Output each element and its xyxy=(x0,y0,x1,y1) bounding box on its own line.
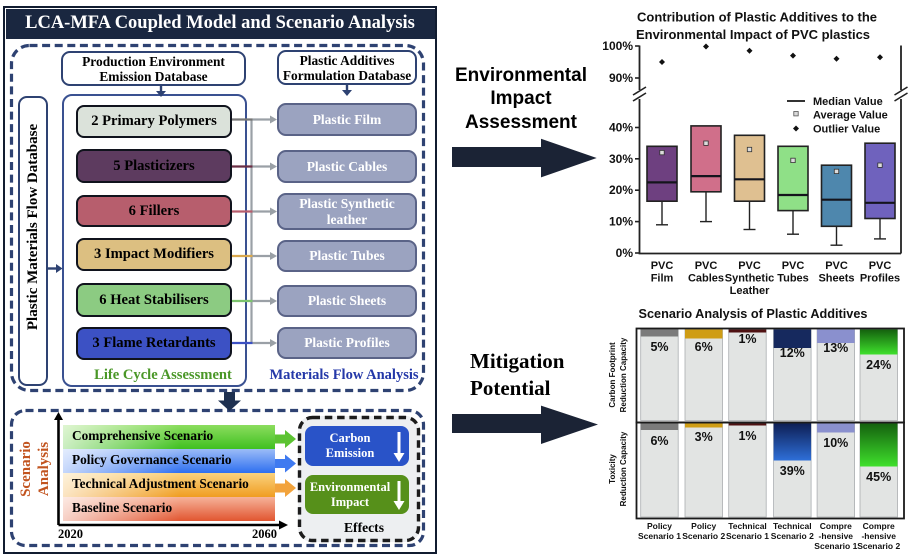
svg-text:Scenario 2: Scenario 2 xyxy=(771,531,814,541)
svg-text:Compre: Compre xyxy=(820,521,852,531)
svg-text:Outlier Value: Outlier Value xyxy=(813,124,880,136)
svg-text:Environmental Impact of PVC pl: Environmental Impact of PVC plastics xyxy=(636,27,870,42)
svg-text:PVC: PVC xyxy=(869,260,892,272)
svg-text:Reduction Capacity: Reduction Capacity xyxy=(619,431,628,506)
svg-text:Synthetic: Synthetic xyxy=(725,273,775,285)
svg-text:13%: 13% xyxy=(823,341,848,355)
svg-text:Leather: Leather xyxy=(730,285,770,297)
svg-text:Scenario 2: Scenario 2 xyxy=(682,531,725,541)
svg-text:Film: Film xyxy=(651,273,674,285)
svg-text:PVC: PVC xyxy=(782,260,805,272)
svg-text:Profiles: Profiles xyxy=(860,273,900,285)
svg-text:0%: 0% xyxy=(616,246,634,260)
svg-text:Technical: Technical xyxy=(773,521,812,531)
svg-text:1%: 1% xyxy=(738,429,756,443)
svg-text:Tubes: Tubes xyxy=(777,273,809,285)
svg-text:12%: 12% xyxy=(780,346,805,360)
svg-text:Toxicity: Toxicity xyxy=(608,454,617,484)
svg-text:90%: 90% xyxy=(609,71,633,85)
svg-text:10%: 10% xyxy=(823,436,848,450)
svg-text:Policy: Policy xyxy=(691,521,716,531)
svg-text:30%: 30% xyxy=(609,152,633,166)
svg-text:Scenario 1: Scenario 1 xyxy=(814,541,857,551)
svg-text:Average Value: Average Value xyxy=(813,110,888,122)
svg-text:Scenario 1: Scenario 1 xyxy=(638,531,681,541)
svg-text:PVC: PVC xyxy=(651,260,674,272)
svg-text:Technical: Technical xyxy=(728,521,767,531)
svg-text:PVC: PVC xyxy=(695,260,718,272)
svg-text:40%: 40% xyxy=(609,121,633,135)
svg-text:24%: 24% xyxy=(866,358,891,372)
svg-text:Carbon Footprint: Carbon Footprint xyxy=(608,342,617,408)
svg-text:45%: 45% xyxy=(866,470,891,484)
svg-text:1%: 1% xyxy=(738,332,756,346)
svg-text:PVC: PVC xyxy=(825,260,848,272)
svg-text:Contribution of Plastic Additi: Contribution of Plastic Additives to the xyxy=(637,10,877,25)
svg-text:10%: 10% xyxy=(609,215,633,229)
svg-text:Scenario 2: Scenario 2 xyxy=(857,541,900,551)
svg-text:-hensive: -hensive xyxy=(861,531,896,541)
svg-text:Compre: Compre xyxy=(863,521,895,531)
svg-text:39%: 39% xyxy=(780,464,805,478)
svg-text:Sheets: Sheets xyxy=(818,273,854,285)
svg-text:Policy: Policy xyxy=(647,521,672,531)
svg-text:PVC: PVC xyxy=(738,260,761,272)
svg-text:Median Value: Median Value xyxy=(813,96,883,108)
svg-text:Reduction Capacity: Reduction Capacity xyxy=(619,337,628,412)
svg-text:Cables: Cables xyxy=(688,273,724,285)
svg-text:3%: 3% xyxy=(695,430,713,444)
svg-text:Scenario 1: Scenario 1 xyxy=(726,531,769,541)
svg-text:6%: 6% xyxy=(650,434,668,448)
svg-text:20%: 20% xyxy=(609,183,633,197)
svg-text:6%: 6% xyxy=(695,340,713,354)
svg-text:-hensive: -hensive xyxy=(819,531,854,541)
svg-text:100%: 100% xyxy=(602,39,633,53)
svg-text:5%: 5% xyxy=(650,340,668,354)
svg-text:Scenario Analysis of Plastic A: Scenario Analysis of Plastic Additives xyxy=(639,307,868,321)
